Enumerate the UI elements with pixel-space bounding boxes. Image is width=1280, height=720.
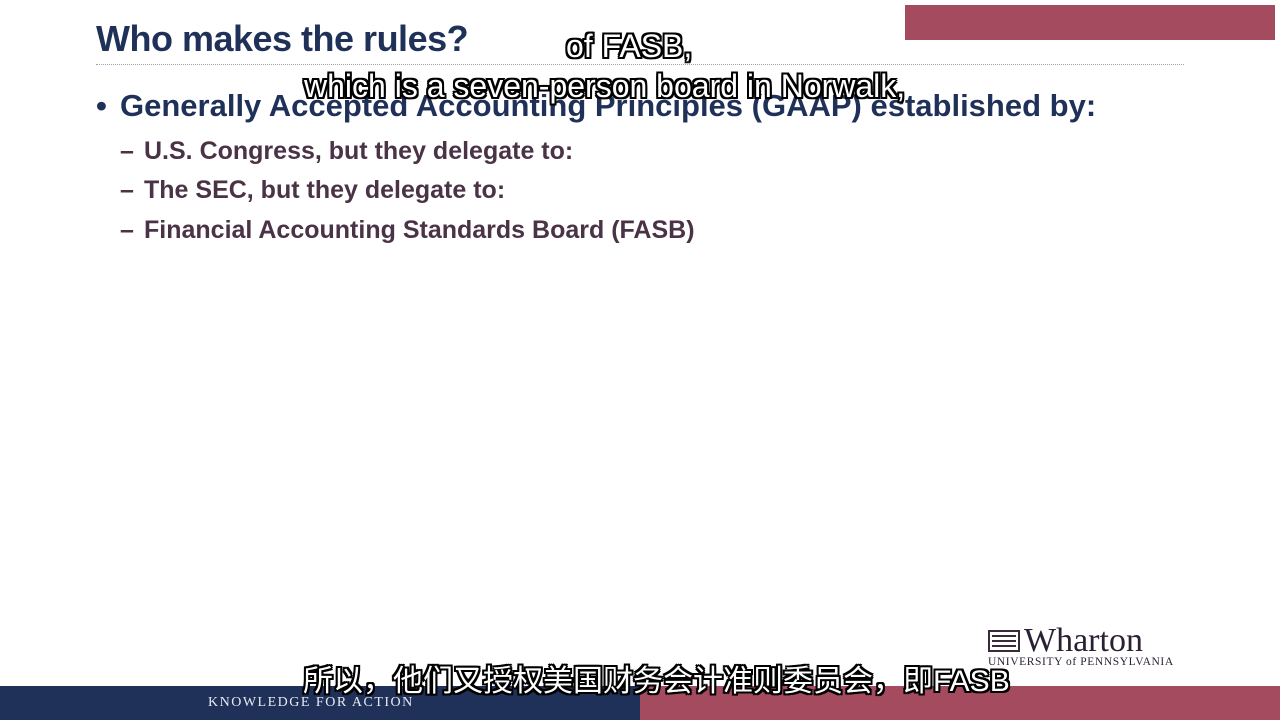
footer-navy-bar: KNOWLEDGE FOR ACTION [0, 686, 640, 720]
sub-bullet-text: Financial Accounting Standards Board (FA… [144, 216, 695, 244]
slide-title: Who makes the rules? [96, 18, 469, 59]
chinese-subtitle-caption: 所以，他们又授权美国财务会计准则委员会，即FASB [303, 665, 1010, 698]
sub-bullet-text: The SEC, but they delegate to: [144, 176, 506, 204]
sub-bullet-marker: – [120, 176, 134, 204]
wharton-logo: Wharton UNIVERSITY of PENNSYLVANIA [988, 622, 1194, 672]
main-bullet-text: Generally Accepted Accounting Principles… [120, 88, 1097, 123]
bullet-marker: • [96, 88, 107, 123]
subtitle-caption-line-2: which is a seven-person board in Norwalk… [304, 68, 906, 104]
footer-tagline: KNOWLEDGE FOR ACTION [208, 695, 414, 710]
sub-bullet-marker: – [120, 137, 134, 165]
sub-bullet-text: U.S. Congress, but they delegate to: [144, 137, 574, 165]
subtitle-caption-line-1: of FASB, [566, 28, 693, 64]
sub-bullet-congress: – U.S. Congress, but they delegate to: [120, 137, 573, 166]
sub-bullet-fasb: – Financial Accounting Standards Board (F… [120, 216, 695, 245]
logo-subtitle: UNIVERSITY of PENNSYLVANIA [988, 656, 1174, 668]
sub-bullet-marker: – [120, 216, 134, 244]
title-divider [96, 64, 1184, 65]
top-right-banner [905, 5, 1275, 40]
logo-name: Wharton [1024, 622, 1143, 659]
sub-bullet-sec: – The SEC, but they delegate to: [120, 176, 505, 205]
penn-shield-icon [988, 630, 1020, 652]
footer-maroon-bar [640, 686, 1280, 720]
main-bullet: • Generally Accepted Accounting Principle… [96, 88, 1096, 124]
